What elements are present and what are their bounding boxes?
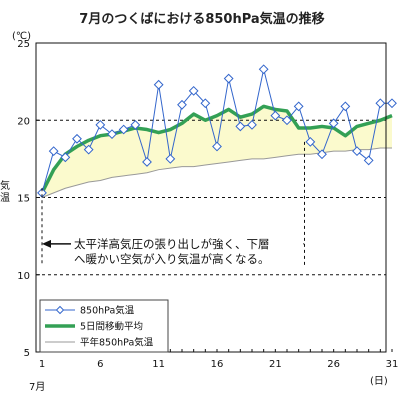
x-unit-label: (日) — [370, 376, 388, 387]
y-tick-label: 25 — [17, 39, 30, 50]
annotation-text-line2: へ暖かい空気が入り気温が高くなる。 — [74, 252, 270, 266]
series-850-point — [387, 98, 397, 109]
grid-layer — [36, 119, 386, 276]
series-850-point — [107, 129, 117, 140]
legend-label-850: 850hPa気温 — [80, 305, 135, 317]
x-month-label: 7月 — [29, 381, 45, 393]
series-850-point — [375, 98, 386, 109]
series-850-point — [282, 115, 292, 126]
x-tick-label: 11 — [152, 359, 165, 370]
series-850-point — [258, 64, 269, 75]
legend: 850hPa気温 5日間移動平均 平年850hPa気温 — [39, 299, 169, 353]
y-tick-label: 15 — [17, 194, 30, 205]
series-850-point — [177, 99, 187, 110]
legend-label-ma5: 5日間移動平均 — [80, 321, 143, 333]
legend-marker-850 — [55, 305, 65, 315]
series-850-point — [153, 79, 164, 90]
series-850-point — [212, 141, 222, 152]
series-850-point — [235, 121, 246, 132]
series-850-point — [363, 155, 374, 166]
annotation-arrow-head-left — [42, 239, 51, 248]
series-850-point — [317, 149, 327, 160]
series-850-point — [340, 101, 351, 112]
series-850-point — [293, 101, 304, 112]
series-850-point — [223, 73, 234, 84]
annotation-text-line1: 太平洋高気圧の張り出しが強く、下層 — [74, 237, 270, 251]
y-tick-label: 20 — [17, 116, 30, 127]
x-tick-label: 16 — [211, 359, 224, 370]
y-tick-label: 10 — [17, 271, 30, 282]
series-850-point — [118, 124, 129, 135]
legend-label-normal: 平年850hPa気温 — [80, 337, 154, 349]
series-normal-line — [41, 147, 392, 198]
x-tick-label: 31 — [386, 359, 399, 370]
series-850-point — [60, 152, 71, 163]
series-850-point — [83, 144, 94, 155]
series-850-point — [130, 119, 141, 130]
x-tick-label: 26 — [327, 359, 340, 370]
annotation-text-bg — [71, 234, 303, 268]
series-850-point — [270, 110, 281, 121]
series-850-point — [95, 119, 106, 130]
y-axis-label: 気温 — [0, 179, 10, 204]
y-unit-label: (℃) — [12, 31, 31, 42]
series-850-point — [165, 153, 176, 164]
x-tick-label: 1 — [39, 359, 45, 370]
series-850-point — [305, 136, 316, 147]
chart-title: 7月のつくばにおける850hPa気温の推移 — [79, 11, 324, 27]
x-tick-label: 6 — [97, 359, 103, 370]
series-850-point — [72, 133, 82, 144]
point-layer — [37, 64, 397, 198]
x-tick-label: 21 — [269, 359, 282, 370]
series-850-point — [142, 157, 152, 167]
series-850-point — [188, 85, 199, 96]
series-850-point — [247, 119, 257, 130]
y-tick-label: 5 — [24, 348, 30, 359]
series-850-point — [328, 118, 339, 129]
series-850-point — [48, 146, 59, 157]
series-850-point — [352, 146, 362, 157]
series-850-point — [200, 98, 211, 109]
